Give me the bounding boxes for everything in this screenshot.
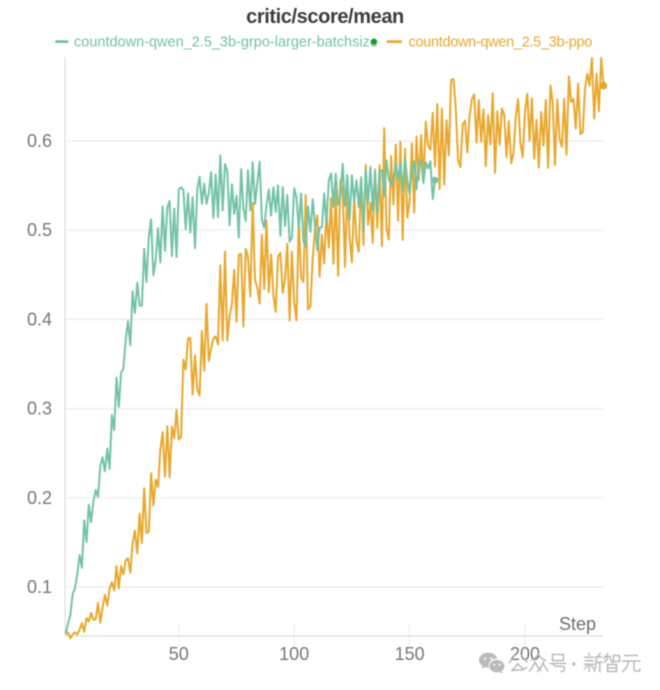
svg-text:0.3: 0.3 <box>27 399 52 419</box>
svg-text:50: 50 <box>169 644 189 664</box>
svg-text:0.2: 0.2 <box>27 488 52 508</box>
svg-text:countdown-qwen_2.5_3b-ppo: countdown-qwen_2.5_3b-ppo <box>409 35 593 51</box>
svg-text:critic/score/mean: critic/score/mean <box>246 6 404 28</box>
svg-text:150: 150 <box>395 644 425 664</box>
svg-text:countdown-qwen_2.5_3b-grpo-lar: countdown-qwen_2.5_3b-grpo-larger-batchs… <box>74 35 378 51</box>
svg-text:0.6: 0.6 <box>27 131 52 151</box>
svg-text:0.5: 0.5 <box>27 220 52 240</box>
svg-text:100: 100 <box>279 644 309 664</box>
svg-text:0.1: 0.1 <box>27 577 52 597</box>
svg-text:0.4: 0.4 <box>27 309 52 329</box>
svg-text:Step: Step <box>559 614 596 634</box>
